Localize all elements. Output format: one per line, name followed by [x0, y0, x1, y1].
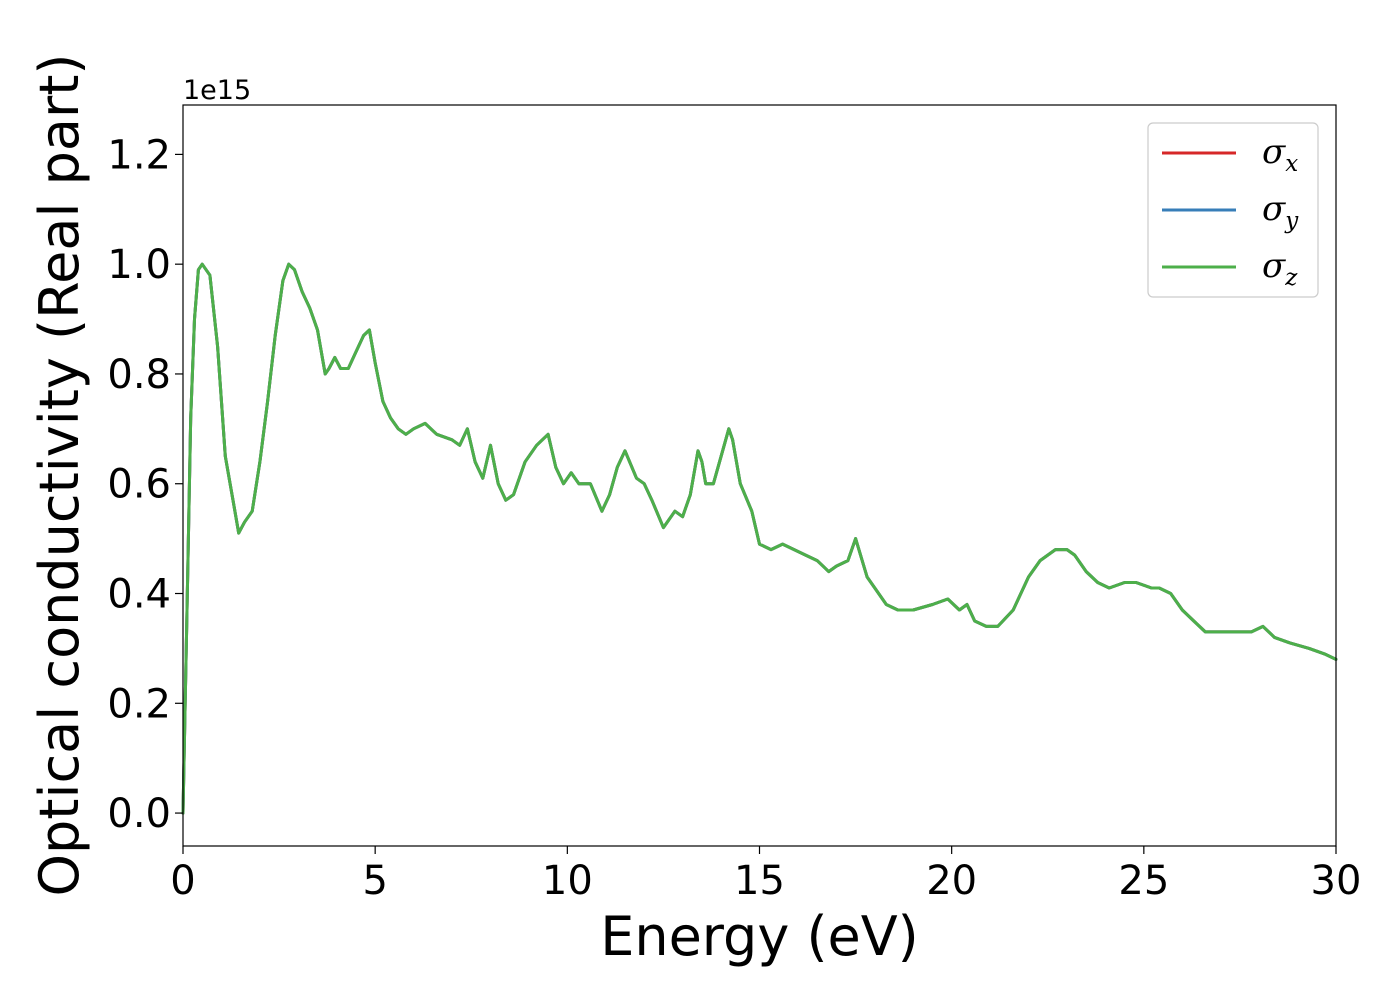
y-tick-label: 0.0 — [107, 791, 171, 837]
y-offset-label: 1e15 — [183, 75, 251, 106]
x-axis-ticks: 0 5 10 15 20 25 30 — [170, 846, 1361, 904]
legend-symbol: σ — [1262, 246, 1286, 286]
series-lines — [181, 262, 1338, 815]
legend-label-z: σz — [1262, 246, 1298, 291]
x-tick-label: 10 — [542, 858, 593, 904]
legend-subscript: z — [1284, 265, 1298, 291]
x-tick-label: 0 — [170, 858, 195, 904]
y-axis-ticks: 0.0 0.2 0.4 0.6 0.8 1.0 1.2 — [107, 132, 183, 837]
y-tick-label: 1.0 — [107, 242, 171, 288]
x-tick-label: 15 — [734, 858, 785, 904]
x-axis-title: Energy (eV) — [600, 905, 919, 968]
y-tick-label: 1.2 — [107, 132, 171, 178]
y-tick-label: 0.2 — [107, 681, 171, 727]
x-tick-label: 25 — [1118, 858, 1169, 904]
plot-area-background — [183, 105, 1336, 846]
y-tick-label: 0.6 — [107, 462, 171, 508]
legend-label-y: σy — [1262, 189, 1299, 234]
x-tick-label: 20 — [926, 858, 977, 904]
y-tick-label: 0.8 — [107, 352, 171, 398]
legend-symbol: σ — [1262, 189, 1286, 229]
series-line-z — [181, 262, 1338, 815]
x-tick-label: 30 — [1311, 858, 1362, 904]
y-tick-label: 0.4 — [107, 572, 171, 618]
x-tick-label: 5 — [362, 858, 387, 904]
legend-subscript: x — [1285, 151, 1298, 177]
legend-label-x: σx — [1262, 132, 1298, 177]
legend-symbol: σ — [1262, 132, 1286, 172]
legend-subscript: y — [1284, 208, 1299, 234]
y-axis-title: Optical conductivity (Real part) — [28, 54, 91, 897]
